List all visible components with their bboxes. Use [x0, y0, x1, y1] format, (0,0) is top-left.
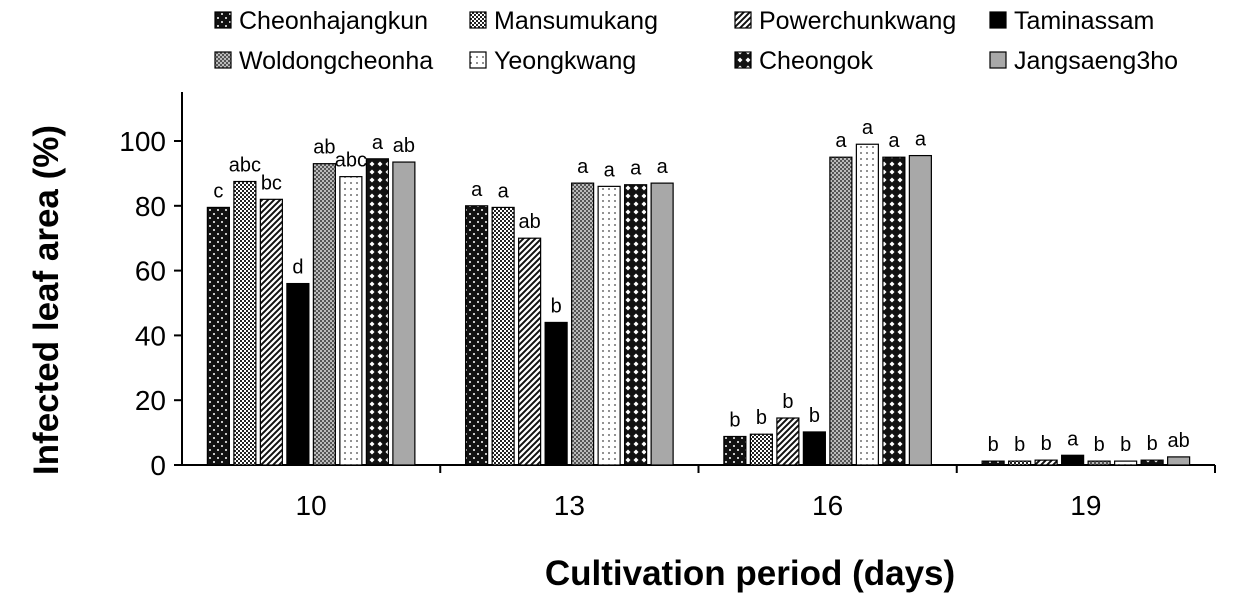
significance-label: a	[862, 117, 874, 139]
bar-yeongkwang-16	[855, 143, 879, 466]
significance-label: b	[756, 407, 767, 429]
legend: Cheonhajangkun Mansumukang Powerchunkwang T…	[214, 7, 1178, 75]
bar-taminassam-13	[544, 321, 568, 466]
bar-cheonhajangkun-19	[981, 460, 1005, 466]
significance-label: b	[809, 405, 820, 427]
legend-swatch	[214, 51, 232, 69]
significance-label: b	[729, 409, 740, 431]
bar-yeongkwang-13	[597, 185, 621, 466]
y-tick-label: 40	[135, 320, 166, 351]
bar-powerchunkwang-10	[259, 198, 283, 466]
bar-jangsaeng3ho-13	[650, 182, 674, 466]
legend-swatch	[734, 51, 752, 69]
significance-label: abc	[229, 155, 261, 177]
bar-mansumukang-19	[1008, 460, 1032, 466]
significance-label: b	[782, 391, 793, 413]
legend-label: Taminassam	[1014, 7, 1154, 35]
significance-label: b	[551, 295, 562, 317]
x-tick-label: 13	[554, 490, 585, 521]
bar-yeongkwang-10	[339, 176, 363, 466]
significance-label: a	[657, 156, 669, 178]
x-axis-title: Cultivation period (days)	[545, 554, 955, 593]
y-tick-label: 80	[135, 191, 166, 222]
legend-swatch	[989, 51, 1007, 69]
y-tick-label: 100	[119, 126, 166, 157]
bar-cheongok-16	[882, 156, 906, 466]
legend-label: Powerchunkwang	[759, 7, 956, 35]
bar-taminassam-19	[1061, 454, 1085, 466]
legend-swatch	[989, 11, 1007, 29]
significance-label: a	[471, 179, 483, 201]
legend-label: Cheongok	[759, 47, 873, 75]
significance-label: b	[1094, 434, 1105, 456]
significance-label: ab	[313, 137, 335, 159]
legend-swatch	[214, 11, 232, 29]
bar-taminassam-16	[802, 431, 826, 466]
bar-cheongok-10	[365, 158, 389, 466]
significance-label: a	[498, 180, 510, 202]
bar-woldongcheonha-10	[312, 163, 336, 466]
bar-mansumukang-16	[749, 433, 773, 466]
significance-label: b	[1014, 434, 1025, 456]
significance-label: a	[835, 130, 847, 152]
bar-taminassam-10	[286, 282, 310, 466]
bar-cheonhajangkun-13	[465, 205, 489, 466]
significance-label: b	[1147, 433, 1158, 455]
significance-label: a	[604, 159, 616, 181]
legend-swatch	[469, 11, 487, 29]
significance-label: ab	[393, 135, 415, 157]
bar-cheonhajangkun-10	[206, 206, 230, 466]
y-tick-label: 60	[135, 256, 166, 287]
significance-label: bc	[261, 172, 282, 194]
y-tick-label: 0	[150, 450, 166, 481]
legend-label: Mansumukang	[494, 7, 658, 35]
bar-woldongcheonha-19	[1087, 460, 1111, 466]
bar-powerchunkwang-13	[518, 237, 542, 466]
significance-label: d	[292, 257, 303, 279]
legend-label: Yeongkwang	[494, 47, 636, 75]
legend-swatch	[469, 51, 487, 69]
significance-label: b	[988, 434, 999, 456]
significance-label: ab	[1168, 430, 1190, 452]
significance-label: a	[915, 129, 927, 151]
significance-label: c	[213, 180, 223, 202]
legend-label: Woldongcheonha	[239, 47, 433, 75]
x-tick-label: 10	[296, 490, 327, 521]
bar-woldongcheonha-16	[829, 156, 853, 466]
y-tick-label: 20	[135, 385, 166, 416]
significance-label: ab	[519, 211, 541, 233]
x-tick-label: 16	[812, 490, 843, 521]
legend-label: Cheonhajangkun	[239, 7, 428, 35]
legend-swatch	[734, 11, 752, 29]
bar-jangsaeng3ho-10	[392, 161, 416, 466]
bar-mansumukang-13	[491, 206, 515, 466]
bar-cheongok-19	[1140, 459, 1164, 466]
bar-powerchunkwang-16	[776, 417, 800, 466]
bar-powerchunkwang-19	[1034, 459, 1058, 466]
bar-woldongcheonha-13	[571, 182, 595, 466]
significance-label: a	[888, 130, 900, 152]
bar-cheongok-13	[624, 184, 648, 466]
bar-yeongkwang-19	[1114, 460, 1138, 466]
bar-jangsaeng3ho-19	[1167, 456, 1191, 466]
significance-label: a	[577, 156, 589, 178]
x-tick-label: 19	[1070, 490, 1101, 521]
significance-label: a	[1067, 428, 1079, 450]
significance-label: a	[372, 132, 384, 154]
bar-cheonhajangkun-16	[723, 435, 747, 466]
legend-label: Jangsaeng3ho	[1014, 47, 1178, 75]
y-axis-title: Infected leaf area (%)	[27, 125, 66, 475]
bar-jangsaeng3ho-16	[908, 154, 932, 466]
significance-label: b	[1120, 434, 1131, 456]
bar-mansumukang-10	[233, 180, 257, 466]
significance-label: a	[630, 158, 642, 180]
significance-label: b	[1041, 433, 1052, 455]
significance-label: abc	[335, 150, 367, 172]
